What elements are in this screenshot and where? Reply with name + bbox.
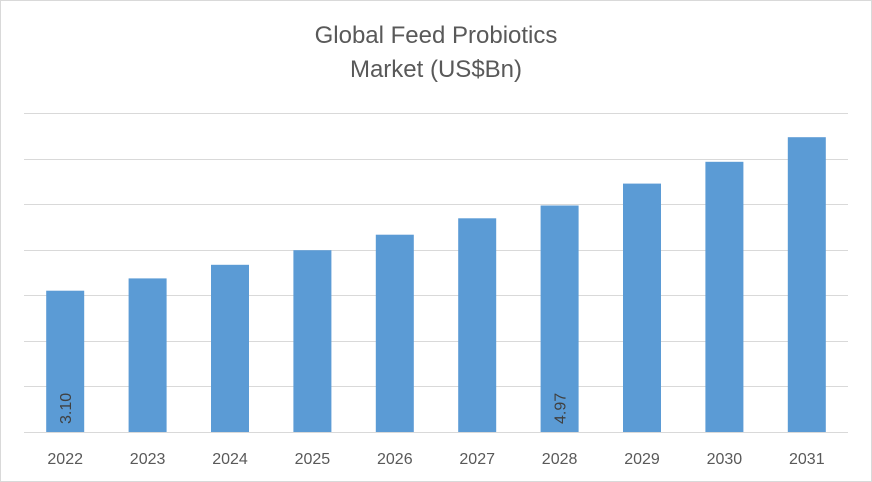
x-tick-label-2030: 2030 [707, 451, 743, 468]
x-tick-label-2031: 2031 [789, 451, 825, 468]
bar-2025 [293, 250, 332, 432]
bar-2030 [705, 161, 744, 433]
x-tick-label-2025: 2025 [295, 451, 331, 468]
bar-2022 [46, 290, 85, 432]
x-tick-label-2023: 2023 [130, 451, 166, 468]
bar-2029 [623, 183, 661, 432]
x-tick-label-2028: 2028 [542, 451, 578, 468]
x-tick-label-2029: 2029 [624, 451, 660, 468]
data-label-2028: 4.97 [553, 393, 570, 424]
bar-2028 [540, 205, 579, 432]
data-label-2022: 3.10 [58, 393, 75, 424]
x-tick-label-2026: 2026 [377, 451, 413, 468]
chart-title-line-2: Market (US$Bn) [349, 56, 523, 83]
bar-2026 [375, 234, 414, 432]
x-tick-label-2022: 2022 [47, 451, 83, 468]
bar-2024 [211, 264, 249, 432]
chart-title-line-1: Global Feed Probiotics [314, 22, 558, 49]
x-tick-label-2024: 2024 [212, 451, 248, 468]
x-tick-label-2027: 2027 [459, 451, 495, 468]
chart-title: Global Feed Probiotics Market (US$Bn) [1, 19, 871, 87]
bar-2031 [787, 137, 826, 432]
bar-2023 [128, 278, 167, 432]
bar-2027 [458, 218, 497, 432]
